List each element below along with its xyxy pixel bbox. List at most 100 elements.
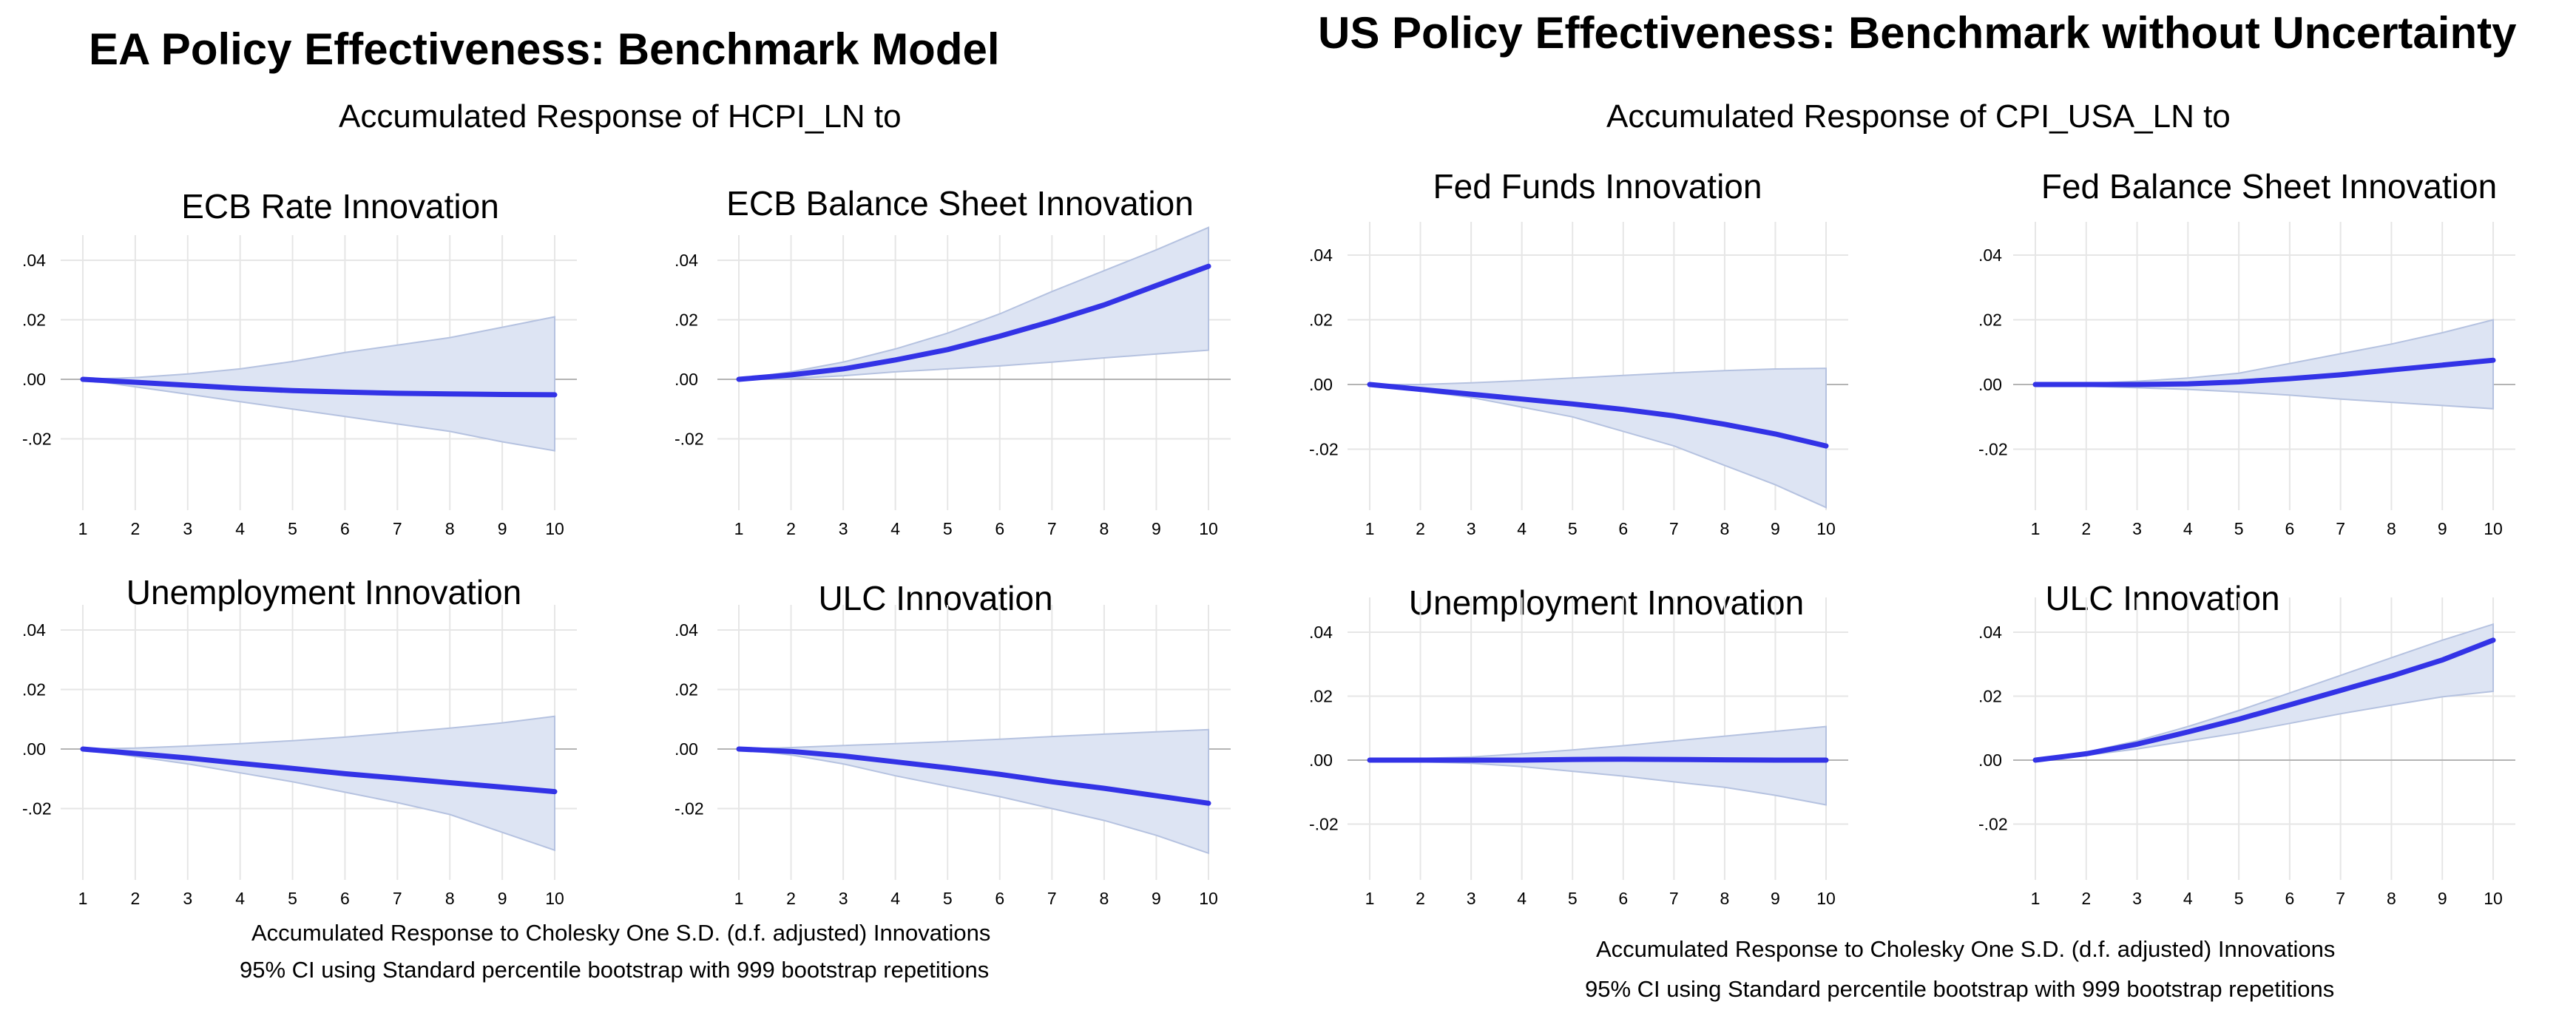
us-panel-3-y-tick-label: -.02 bbox=[1309, 815, 1339, 834]
us-panel-3-x-tick-label: 10 bbox=[1816, 889, 1836, 908]
ea-panel-3-title: Unemployment Innovation bbox=[126, 573, 522, 611]
ea-panel-3-response-line bbox=[80, 746, 558, 795]
ea-panel-1-x-tick-label: 1 bbox=[78, 519, 88, 538]
ea-panel-1-y-tick-label: .04 bbox=[22, 251, 46, 270]
us-panel-4-x-tick-label: 1 bbox=[2031, 889, 2041, 908]
ea-panel-2-x-tick-label: 4 bbox=[890, 519, 900, 538]
us-panel-4-x-tick-label: 2 bbox=[2081, 889, 2091, 908]
us-panel-2-x-tick-label: 1 bbox=[2031, 519, 2041, 538]
us-panel-4-x-tick-label: 10 bbox=[2484, 889, 2503, 908]
us-footnote-1: Accumulated Response to Cholesky One S.D… bbox=[1596, 936, 2336, 962]
ea-panel-3-x-tick-label: 8 bbox=[445, 889, 455, 908]
ea-panel-2-x-tick-label: 1 bbox=[734, 519, 744, 538]
us-panel-2-x-tick-label: 5 bbox=[2234, 519, 2244, 538]
us-panel-1-x-tick-label: 5 bbox=[1568, 519, 1578, 538]
ea-panel-1-x-tick-label: 5 bbox=[288, 519, 297, 538]
ea-panel-1-plot: .04 .02 .00 -.02 1 2 3 4 5 6 7 8 9 10 bbox=[22, 235, 577, 538]
ea-panel-4-y-tick-label: .04 bbox=[675, 620, 698, 640]
ea-panel-4-y-tick-label: .02 bbox=[675, 680, 698, 699]
ea-panel-2-y-tick-label: -.02 bbox=[675, 430, 704, 449]
ea-panel-3-x-tick-label: 1 bbox=[78, 889, 88, 908]
ea-panel-4-x-tick-label: 2 bbox=[786, 889, 796, 908]
ea-panel-2-x-tick-label: 9 bbox=[1152, 519, 1161, 538]
ea-footnote-1: Accumulated Response to Cholesky One S.D… bbox=[251, 920, 991, 946]
ea-panel-1-x-tick-label: 10 bbox=[545, 519, 564, 538]
us-panel-1-y-tick-label: .02 bbox=[1309, 311, 1333, 330]
ea-panel-1-x-tick-label: 4 bbox=[235, 519, 245, 538]
us-footnote-2: 95% CI using Standard percentile bootstr… bbox=[1585, 976, 2335, 1002]
ea-panel-1-y-tick-label: .00 bbox=[22, 370, 46, 389]
us-panel-2-y-tick-label: .00 bbox=[1978, 375, 2002, 394]
us-panel-2-x-tick-label: 8 bbox=[2387, 519, 2396, 538]
ea-panel-3-x-tick-label: 9 bbox=[498, 889, 507, 908]
us-panel-2-x-tick-label: 4 bbox=[2183, 519, 2193, 538]
ea-panel-3-x-tick-label: 3 bbox=[183, 889, 192, 908]
us-panel-2-title: Fed Balance Sheet Innovation bbox=[2041, 167, 2498, 206]
us-panel-4-response-line bbox=[2032, 637, 2496, 763]
ea-panel-1-y-tick-label: -.02 bbox=[22, 430, 52, 449]
us-panel-1-x-tick-label: 1 bbox=[1365, 519, 1375, 538]
us-panel-2-x-tick-label: 6 bbox=[2285, 519, 2294, 538]
us-panel-4-y-tick-label: .00 bbox=[1978, 751, 2002, 770]
us-panel-4-ci-band bbox=[2035, 623, 2494, 761]
ea-panel-3-x-tick-label: 7 bbox=[393, 889, 402, 908]
us-panel-2-x-tick-label: 3 bbox=[2132, 519, 2142, 538]
ea-panel-4-plot: .04 .02 .00 -.02 1 2 3 4 5 6 7 8 9 10 bbox=[675, 605, 1231, 908]
us-panel-1-ci-band bbox=[1369, 367, 1827, 509]
us-panel-3-x-tick-label: 2 bbox=[1416, 889, 1425, 908]
us-panel-1-title: Fed Funds Innovation bbox=[1433, 167, 1762, 206]
ea-panel-2-plot: .04 .02 .00 -.02 1 2 3 4 5 6 7 8 9 10 bbox=[675, 226, 1231, 538]
us-panel-2-x-tick-label: 10 bbox=[2484, 519, 2503, 538]
ea-panel-1-response-line bbox=[80, 376, 558, 398]
ea-panel-4-x-tick-label: 3 bbox=[839, 889, 848, 908]
ea-panel-1-x-tick-label: 6 bbox=[340, 519, 350, 538]
us-panel-2-x-tick-label: 9 bbox=[2438, 519, 2447, 538]
us-panel-1-x-tick-label: 7 bbox=[1669, 519, 1679, 538]
ea-panel-1-x-tick-label: 8 bbox=[445, 519, 455, 538]
ea-main-title: EA Policy Effectiveness: Benchmark Model bbox=[89, 24, 1000, 74]
ea-panel-2-x-tick-label: 5 bbox=[943, 519, 953, 538]
us-panel-4-y-tick-label: .02 bbox=[1978, 687, 2002, 706]
ea-panel-1-x-tick-label: 2 bbox=[130, 519, 140, 538]
ea-panel-3-x-tick-label: 2 bbox=[130, 889, 140, 908]
ea-panel-3-y-tick-label: .02 bbox=[22, 680, 46, 699]
ea-panel-4-x-tick-label: 1 bbox=[734, 889, 744, 908]
ea-panel-4-x-tick-label: 9 bbox=[1152, 889, 1161, 908]
us-panel-3-x-tick-label: 4 bbox=[1517, 889, 1527, 908]
us-panel-3-response-line bbox=[1367, 756, 1829, 763]
us-panel-3-plot: .04 .02 .00 -.02 1 2 3 4 5 6 7 8 9 10 bbox=[1309, 597, 1848, 908]
us-panel-1-x-tick-label: 3 bbox=[1467, 519, 1476, 538]
ea-panel-2-x-tick-label: 10 bbox=[1199, 519, 1218, 538]
ea-panel-2-title: ECB Balance Sheet Innovation bbox=[726, 184, 1194, 223]
us-panel-3-x-tick-label: 6 bbox=[1618, 889, 1628, 908]
ea-panel-4-ci-band bbox=[738, 728, 1209, 855]
us-panel-4-title: ULC Innovation bbox=[2045, 579, 2280, 617]
us-panel-2-x-tick-label: 7 bbox=[2336, 519, 2345, 538]
us-panel-4-x-tick-label: 8 bbox=[2387, 889, 2396, 908]
us-panel-4-x-tick-label: 9 bbox=[2438, 889, 2447, 908]
ea-panel-1-ci-band bbox=[82, 316, 555, 452]
us-panel-2-y-tick-label: -.02 bbox=[1978, 440, 2008, 459]
us-panel-3-x-tick-label: 3 bbox=[1467, 889, 1476, 908]
us-panel-1-x-tick-label: 2 bbox=[1416, 519, 1425, 538]
ea-panel-3-y-tick-label: .00 bbox=[22, 739, 46, 759]
ea-subtitle: Accumulated Response of HCPI_LN to bbox=[339, 98, 902, 135]
ea-panel-3-y-tick-label: -.02 bbox=[22, 799, 52, 819]
us-panel-2-x-tick-label: 2 bbox=[2081, 519, 2091, 538]
us-panel-1-x-tick-label: 9 bbox=[1771, 519, 1780, 538]
us-panel-1-x-tick-label: 6 bbox=[1618, 519, 1628, 538]
ea-panel-4-y-tick-label: -.02 bbox=[675, 799, 704, 819]
ea-panel-1-x-tick-label: 7 bbox=[393, 519, 402, 538]
ea-panel-3-ci-band bbox=[82, 715, 555, 852]
us-panel-3-y-tick-label: .04 bbox=[1309, 623, 1333, 642]
ea-panel-2-ci-band bbox=[738, 226, 1209, 380]
us-panel-3-x-tick-label: 8 bbox=[1720, 889, 1729, 908]
ea-panel-3-x-tick-label: 4 bbox=[235, 889, 245, 908]
us-panel-2-y-tick-label: .02 bbox=[1978, 311, 2002, 330]
us-panel-1-y-tick-label: .00 bbox=[1309, 375, 1333, 394]
us-panel-1-plot: .04 .02 .00 -.02 1 2 3 4 5 6 7 8 9 10 bbox=[1309, 222, 1848, 538]
ea-panel-1-y-tick-label: .02 bbox=[22, 311, 46, 330]
ea-panel-4-x-tick-label: 6 bbox=[995, 889, 1004, 908]
us-panel-4-x-tick-label: 3 bbox=[2132, 889, 2142, 908]
